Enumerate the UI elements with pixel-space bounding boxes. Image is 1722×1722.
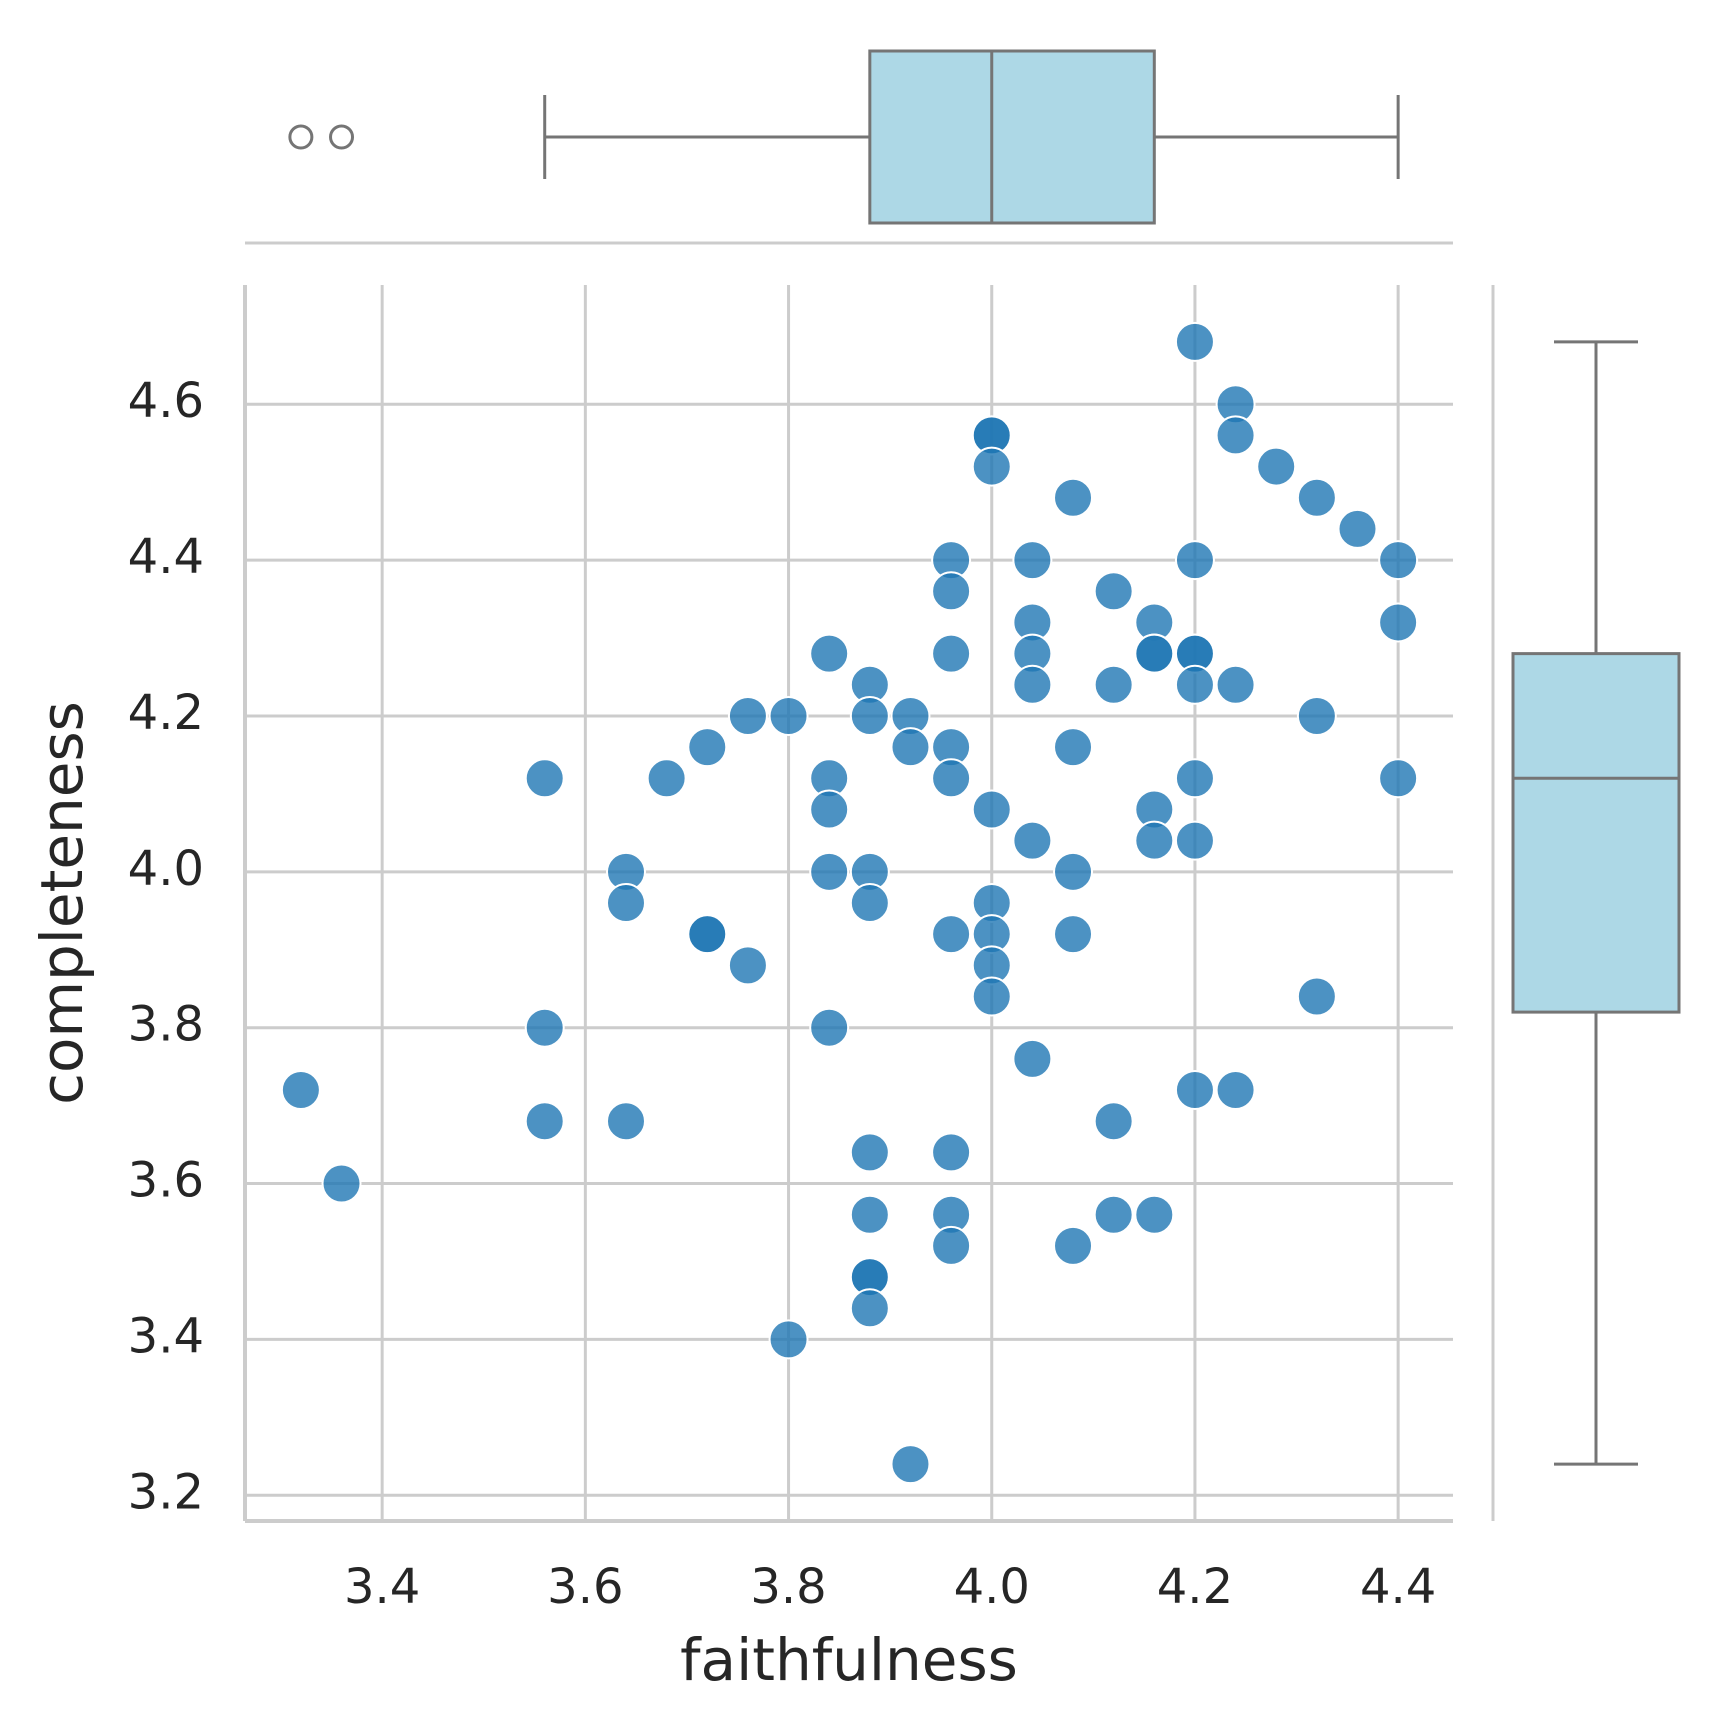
point: [931, 633, 972, 674]
point: [1134, 633, 1175, 674]
point: [1174, 321, 1215, 362]
point: [931, 1132, 972, 1173]
point: [890, 1444, 931, 1485]
point: [1296, 477, 1337, 518]
point: [849, 695, 890, 736]
point: [1215, 664, 1256, 705]
point: [1053, 727, 1094, 768]
point: [768, 695, 809, 736]
point: [931, 914, 972, 955]
x-tick-label: 4.2: [1157, 1559, 1233, 1615]
point: [605, 883, 646, 923]
point: [1012, 540, 1053, 581]
point: [971, 789, 1012, 830]
point: [931, 1225, 972, 1266]
point: [809, 633, 850, 674]
point: [1174, 1070, 1215, 1111]
point: [1093, 1194, 1134, 1235]
point: [321, 1163, 362, 1204]
point: [1174, 540, 1215, 581]
point: [1093, 1101, 1134, 1142]
point: [849, 1132, 890, 1173]
x-tick-label: 3.6: [547, 1559, 623, 1615]
box: [1511, 652, 1681, 1014]
point: [1378, 540, 1419, 581]
point: [1215, 1070, 1256, 1111]
x-axis-label: faithfulness: [680, 1626, 1018, 1694]
point: [1174, 820, 1215, 861]
point: [849, 1194, 890, 1235]
point: [931, 571, 972, 612]
point: [646, 758, 687, 799]
point: [849, 883, 890, 923]
point: [1012, 1038, 1053, 1079]
point: [524, 1007, 565, 1048]
outlier: [288, 124, 314, 150]
x-tick-label: 4.0: [954, 1559, 1030, 1615]
y-tick-label: 3.4: [128, 1308, 204, 1364]
x-tick-label: 3.8: [750, 1559, 826, 1615]
y-tick-label: 3.8: [128, 997, 204, 1053]
outlier: [329, 124, 355, 150]
point: [1296, 695, 1337, 736]
point: [768, 1319, 809, 1360]
y-tick-label: 3.6: [128, 1153, 204, 1209]
point: [1053, 477, 1094, 518]
point: [605, 1101, 646, 1142]
y-tick-label: 4.6: [128, 373, 204, 429]
point: [1296, 976, 1337, 1017]
point: [1093, 664, 1134, 705]
point: [524, 1101, 565, 1142]
y-tick-label: 3.2: [128, 1464, 204, 1520]
point: [1012, 820, 1053, 861]
point: [809, 851, 850, 892]
point: [809, 789, 850, 830]
point: [971, 976, 1012, 1017]
point: [1174, 758, 1215, 799]
point: [971, 446, 1012, 487]
point: [1256, 446, 1297, 487]
point: [1012, 664, 1053, 705]
point: [727, 695, 768, 736]
point: [524, 758, 565, 799]
point: [931, 758, 972, 799]
y-tick-label: 4.0: [128, 841, 204, 897]
point: [1053, 851, 1094, 892]
point: [1337, 508, 1378, 549]
point: [890, 727, 931, 768]
box: [868, 49, 1156, 225]
point: [849, 1288, 890, 1329]
point: [727, 945, 768, 986]
point: [809, 1007, 850, 1048]
point: [1174, 664, 1215, 705]
point: [1053, 914, 1094, 955]
y-axis-label: completeness: [28, 701, 96, 1105]
point: [1093, 571, 1134, 612]
point: [1378, 602, 1419, 643]
y-tick-label: 4.2: [128, 685, 204, 741]
x-tick-label: 3.4: [344, 1559, 420, 1615]
y-tick-label: 4.4: [128, 529, 204, 585]
point: [687, 914, 728, 955]
x-tick-label: 4.4: [1360, 1559, 1436, 1615]
point: [1215, 415, 1256, 456]
point: [1134, 1194, 1175, 1235]
point: [1134, 820, 1175, 861]
point: [1053, 1225, 1094, 1266]
point: [687, 727, 728, 768]
point: [1378, 758, 1419, 799]
point: [280, 1070, 321, 1111]
